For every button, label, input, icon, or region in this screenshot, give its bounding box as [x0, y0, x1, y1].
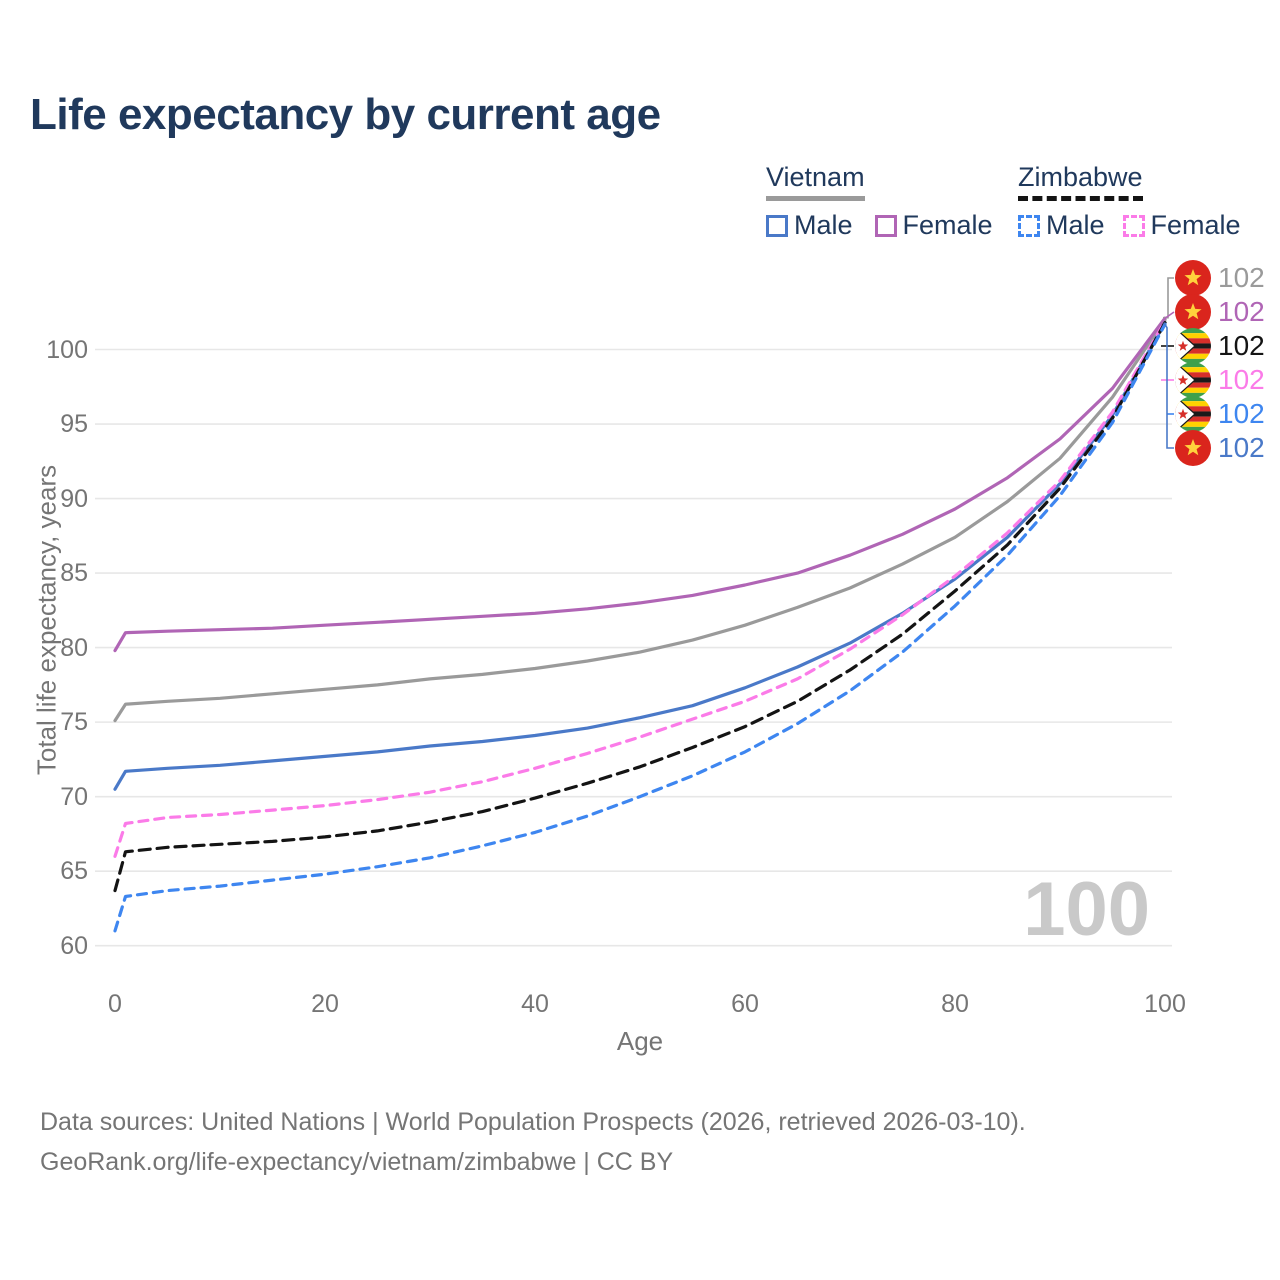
series-line-zimbabwe-female[interactable] — [113, 319, 1167, 858]
end-value-label: 102 — [1218, 330, 1265, 361]
end-label-row-vietnam-female: 102 — [1175, 294, 1265, 330]
end-value-label: 102 — [1218, 364, 1265, 395]
vietnam-male-swatch-icon[interactable] — [766, 214, 788, 237]
end-value-label: 102 — [1218, 296, 1265, 327]
y-tick-85: 85 — [60, 559, 88, 588]
end-value-label: 102 — [1218, 262, 1265, 293]
legend-country-vietnam[interactable]: Vietnam — [766, 162, 865, 201]
vietnam-flag-icon — [1175, 294, 1211, 330]
legend-item-vietnam-female[interactable]: Female — [902, 210, 993, 240]
series-line-vietnam[interactable] — [113, 318, 1167, 723]
hovered-age-readout: 100 — [1023, 867, 1150, 952]
zimbabwe-female-swatch-icon[interactable] — [1122, 214, 1145, 237]
leader-line-vietnam-male — [1163, 322, 1174, 449]
y-axis-title: Total life expectancy, years — [31, 464, 62, 776]
attribution-link: GeoRank.org/life-expectancy/vietnam/zimb… — [40, 1148, 674, 1176]
leader-line-vietnam — [1163, 277, 1174, 319]
y-tick-65: 65 — [60, 857, 88, 886]
legend-country-zimbabwe[interactable]: Zimbabwe — [1018, 162, 1143, 201]
end-label-row-zimbabwe-female: 102 — [1175, 362, 1265, 398]
vietnam-flag-icon — [1175, 430, 1211, 466]
y-tick-100: 100 — [46, 335, 88, 364]
legend-item-zimbabwe-female[interactable]: Female — [1150, 210, 1241, 240]
series-line-zimbabwe-male[interactable] — [113, 322, 1167, 933]
legend-item-zimbabwe-male[interactable]: Male — [1046, 210, 1105, 240]
y-tick-90: 90 — [60, 484, 88, 513]
y-tick-70: 70 — [60, 782, 88, 811]
x-tick-100: 100 — [1144, 990, 1186, 1018]
series-line-vietnam-male[interactable] — [113, 321, 1167, 791]
end-label-row-vietnam: 102 — [1175, 260, 1265, 296]
x-tick-40: 40 — [521, 990, 549, 1018]
data-sources-note: Data sources: United Nations | World Pop… — [40, 1108, 1026, 1136]
x-tick-60: 60 — [731, 990, 759, 1018]
x-tick-20: 20 — [311, 990, 339, 1018]
page-title: Life expectancy by current age — [30, 90, 661, 139]
legend-group-zimbabwe: Zimbabwe Male Female — [1018, 162, 1241, 241]
x-tick-80: 80 — [941, 990, 969, 1018]
legend-item-vietnam-male[interactable]: Male — [794, 210, 853, 240]
vietnam-flag-icon — [1175, 260, 1211, 296]
end-label-row-zimbabwe-male: 102 — [1175, 396, 1265, 432]
leader-line-vietnam-female — [1162, 311, 1175, 321]
end-label-row-zimbabwe: 102 — [1175, 328, 1265, 364]
series-line-vietnam-female[interactable] — [113, 316, 1167, 653]
y-tick-75: 75 — [60, 708, 88, 737]
end-value-label: 102 — [1218, 398, 1265, 429]
zimbabwe-flag-icon — [1175, 362, 1211, 398]
zimbabwe-male-swatch-icon[interactable] — [1018, 214, 1040, 237]
x-axis-title: Age — [616, 1026, 664, 1056]
zimbabwe-flag-icon — [1175, 328, 1211, 364]
x-tick-0: 0 — [108, 990, 122, 1018]
y-tick-80: 80 — [60, 633, 88, 662]
y-tick-60: 60 — [60, 931, 88, 960]
vietnam-female-swatch-icon[interactable] — [874, 214, 897, 237]
series-line-zimbabwe[interactable] — [113, 321, 1167, 893]
end-label-row-vietnam-male: 102 — [1175, 430, 1265, 466]
zimbabwe-flag-icon — [1175, 396, 1211, 432]
y-tick-95: 95 — [60, 410, 88, 439]
legend-group-vietnam: Vietnam Male Female — [766, 162, 993, 241]
end-value-label: 102 — [1218, 432, 1265, 463]
